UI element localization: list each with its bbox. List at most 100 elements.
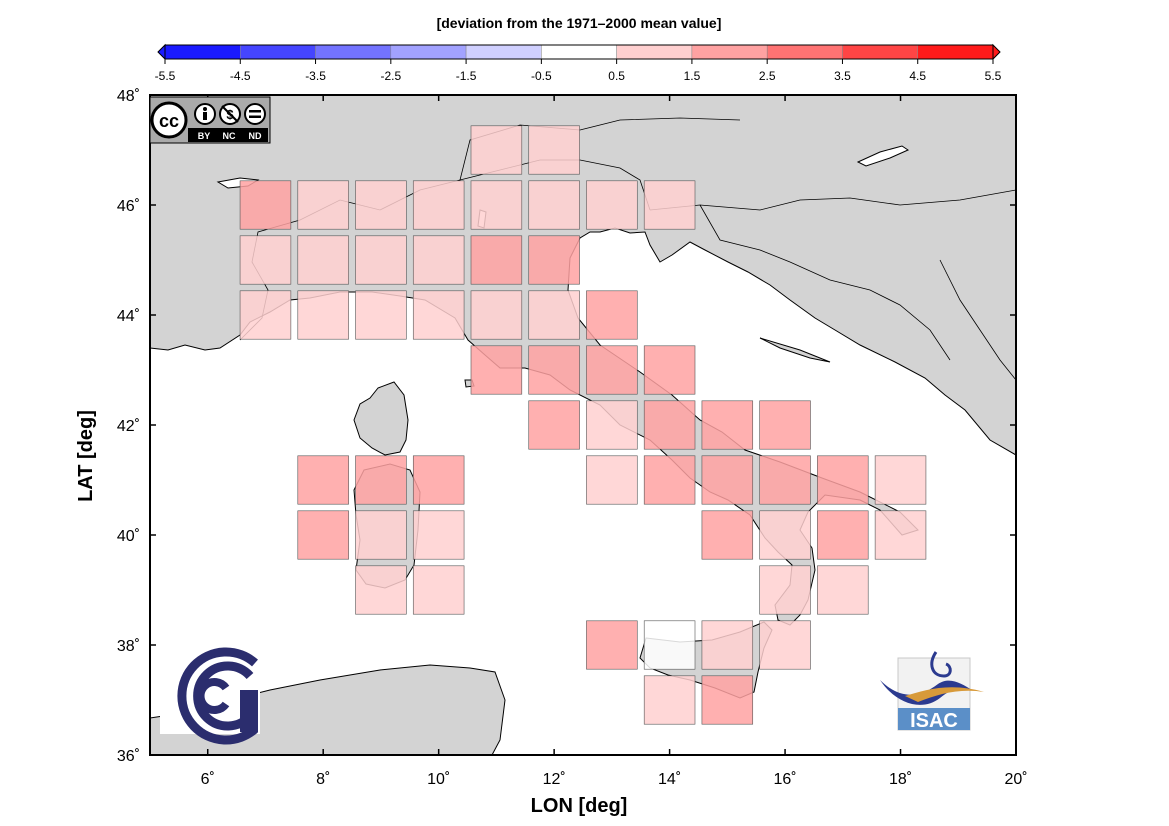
y-tick-label: 38˚ xyxy=(117,638,140,655)
x-tick-label: 10˚ xyxy=(427,771,450,788)
anomaly-cell xyxy=(297,290,349,340)
cc-license-logo: cc $ BY NC ND xyxy=(149,96,271,144)
anomaly-cell xyxy=(759,455,811,505)
anomaly-cell xyxy=(586,180,638,230)
anomaly-cell xyxy=(701,400,754,450)
anomaly-cell xyxy=(817,455,869,505)
border-dinaric xyxy=(939,259,1016,381)
anomaly-cell xyxy=(297,455,349,505)
x-tick-label: 12˚ xyxy=(543,771,566,788)
anomaly-cells xyxy=(239,125,927,725)
x-tick-label: 18˚ xyxy=(889,771,912,788)
anomaly-cell xyxy=(470,180,523,230)
anomaly-cell xyxy=(239,180,292,230)
isac-logo: ISAC xyxy=(880,651,984,732)
cc-license-strip xyxy=(188,128,268,142)
cc-icon xyxy=(150,101,188,139)
anomaly-cell xyxy=(470,235,523,285)
anomaly-cell xyxy=(355,510,407,560)
x-axis-ticks: 6˚ 8˚ 10˚ 12˚ 14˚ 16˚ 18˚ 20˚ xyxy=(201,95,1028,788)
y-tick-label: 48˚ xyxy=(117,88,140,105)
y-tick-label: 36˚ xyxy=(117,748,140,765)
isac-logo-swirl xyxy=(930,651,952,678)
anomaly-cell xyxy=(297,235,349,285)
anomaly-cell xyxy=(643,675,696,725)
by-attribution-body xyxy=(203,112,207,120)
colorbar-tick-label: 0.5 xyxy=(608,69,625,83)
anomaly-cell xyxy=(643,620,696,670)
anomaly-cell xyxy=(239,290,292,340)
anomaly-cell xyxy=(586,400,638,450)
colorbar-segment xyxy=(541,44,617,60)
anomaly-cell xyxy=(412,290,465,340)
isac-logo-text: ISAC xyxy=(910,710,958,732)
anomaly-cell xyxy=(355,455,407,505)
cc-label-nd: ND xyxy=(249,131,262,141)
colorbar-segment xyxy=(917,44,994,60)
y-axis-label: LAT [deg] xyxy=(75,410,97,502)
x-tick-label: 16˚ xyxy=(774,771,797,788)
anomaly-cell xyxy=(470,345,523,395)
anomaly-cell xyxy=(528,345,580,395)
colorbar-segment xyxy=(842,44,918,60)
colorbar-segments xyxy=(164,44,994,60)
colorbar-segment xyxy=(766,44,843,60)
anomaly-cell xyxy=(643,455,696,505)
anomaly-cell xyxy=(297,510,349,560)
colorbar-tick-label: -3.5 xyxy=(305,69,326,83)
x-tick-label: 20˚ xyxy=(1004,771,1027,788)
colorbar-tick-label: -4.5 xyxy=(230,69,251,83)
anomaly-cell xyxy=(817,565,869,615)
nc-noncommercial-slash xyxy=(221,105,239,123)
colorbar-segment xyxy=(164,44,241,60)
anomaly-cell xyxy=(586,290,638,340)
anomaly-cell xyxy=(643,180,696,230)
anomaly-cell xyxy=(701,510,754,560)
colorbar-tick-label: 1.5 xyxy=(684,69,701,83)
anomaly-cell xyxy=(355,235,407,285)
anomaly-cell xyxy=(701,675,754,725)
x-axis-label: LON [deg] xyxy=(531,795,628,817)
border-balkans xyxy=(649,189,1016,211)
anomaly-cell xyxy=(586,455,638,505)
colorbar-tick-label: -2.5 xyxy=(380,69,401,83)
colorbar-left-arrow xyxy=(157,43,166,61)
colorbar-tick-label: 5.5 xyxy=(985,69,1002,83)
land-dalmatian-island xyxy=(759,337,831,363)
border-croatia xyxy=(699,204,951,361)
colorbar-ticks: -5.5 -4.5 -3.5 -2.5 -1.5 -0.5 0.5 1.5 2.5 3.5 4.5 5… xyxy=(155,59,1002,83)
anomaly-cell xyxy=(701,620,754,670)
y-tick-label: 46˚ xyxy=(117,198,140,215)
anomaly-cell xyxy=(412,510,465,560)
isac-logo-wave-orange xyxy=(905,687,984,702)
anomaly-cell xyxy=(528,400,580,450)
y-axis-ticks: 48˚ 46˚ 44˚ 42˚ 40˚ 38˚ 36˚ xyxy=(117,88,1016,765)
colorbar-segment xyxy=(465,44,542,60)
isac-logo-text-bg xyxy=(898,708,970,730)
anomaly-cell xyxy=(586,345,638,395)
nd-equals-top xyxy=(249,110,261,113)
y-tick-label: 44˚ xyxy=(117,308,140,325)
colorbar-segment xyxy=(691,44,768,60)
cnr-logo-arc-inner xyxy=(196,678,230,714)
anomaly-cell xyxy=(412,565,465,615)
colorbar: [deviation from the 1971–2000 mean value… xyxy=(155,15,1002,83)
land-corsica xyxy=(353,381,409,456)
anomaly-cell xyxy=(470,290,523,340)
anomaly-cell xyxy=(586,620,638,670)
anomaly-cell xyxy=(759,565,811,615)
anomaly-cell xyxy=(355,290,407,340)
anomaly-cell xyxy=(528,235,580,285)
anomaly-cell xyxy=(412,180,465,230)
anomaly-cell xyxy=(355,565,407,615)
colorbar-segment xyxy=(240,44,316,60)
cnr-logo-arc-outer xyxy=(177,647,258,745)
by-attribution-head xyxy=(203,107,207,111)
anomaly-cell xyxy=(874,510,927,560)
colorbar-right-arrow xyxy=(992,43,1001,61)
anomaly-cell xyxy=(874,455,927,505)
nd-equals-bottom xyxy=(249,115,261,118)
anomaly-cell xyxy=(817,510,869,560)
colorbar-tick-label: 2.5 xyxy=(759,69,776,83)
